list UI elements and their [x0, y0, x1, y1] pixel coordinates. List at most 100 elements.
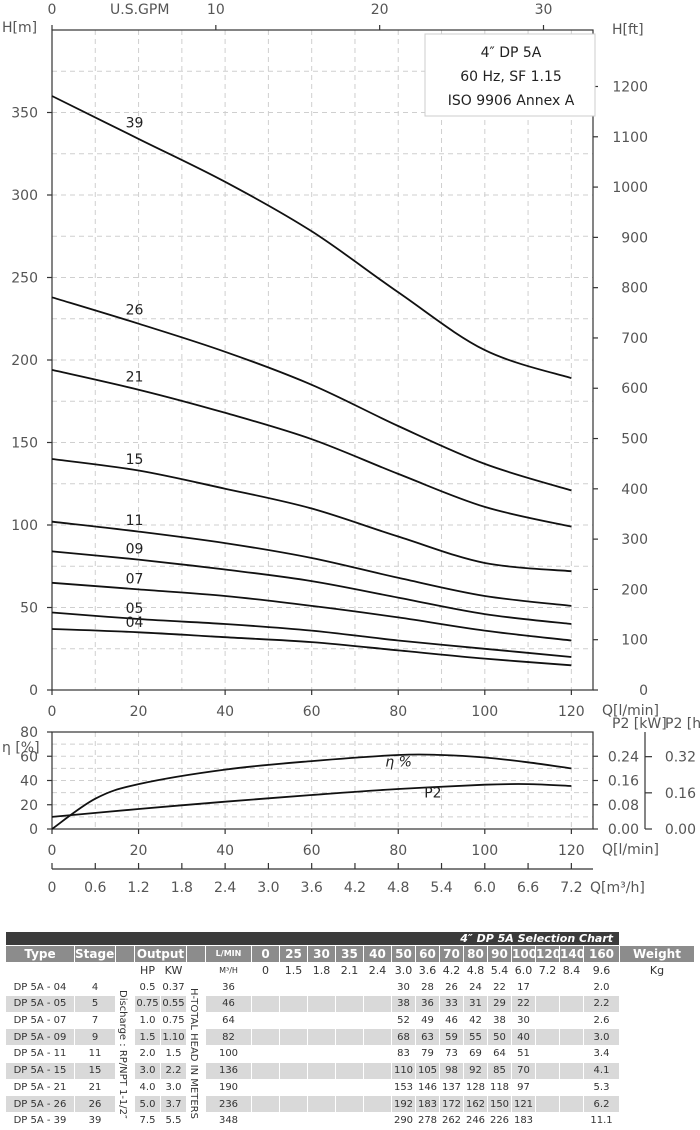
col-header-output: Output — [134, 945, 187, 963]
cell-head — [363, 978, 392, 997]
cell-head — [251, 1061, 280, 1080]
head-ft-tick-label: 300 — [621, 532, 648, 548]
cell-head: 26 — [439, 978, 464, 997]
cell-head: 38 — [487, 1011, 512, 1030]
col-header-flow-m3h: 7.2 — [535, 961, 560, 980]
col-header-type: Type — [5, 945, 75, 963]
m3h-tick-label: 6.6 — [517, 880, 539, 896]
cell-weight: 3.0 — [582, 1028, 621, 1047]
cell-head — [535, 1111, 560, 1130]
cell-head: 40 — [511, 1028, 536, 1047]
head-ft-axis-title: H[ft] — [612, 22, 644, 38]
p2-kw-tick-label: 0.00 — [608, 822, 639, 838]
eff-q-tick-label: 100 — [471, 843, 498, 859]
head-curve-15 — [51, 458, 572, 573]
table-row: DP 5A - 05 5 0.75 0.55 46 38 36 33 31 29 22 2.2 — [5, 995, 695, 1013]
head-ft-tick-label: 400 — [621, 482, 648, 498]
head-curve-label: 09 — [126, 541, 144, 557]
head-q-tick-label: 20 — [130, 704, 148, 720]
cell-head: 51 — [511, 1045, 536, 1063]
cell-head — [559, 978, 584, 997]
head-q-tick-label: 40 — [216, 704, 234, 720]
chart-title-line-1: 4″ DP 5A — [481, 45, 542, 61]
col-header-flow-lmin: 100 — [511, 945, 536, 963]
head-curve-label: 04 — [126, 615, 144, 631]
cell-head: 146 — [415, 1078, 440, 1097]
head-curve-label: 11 — [126, 513, 144, 529]
cell-head-0: 348 — [205, 1111, 252, 1130]
m3h-tick-label: 4.2 — [344, 880, 366, 896]
cell-head — [335, 1061, 364, 1080]
cell-stages: 9 — [74, 1028, 116, 1047]
head-ft-tick-label: 1000 — [612, 180, 648, 196]
m3h-tick-label: 7.2 — [560, 880, 582, 896]
cell-head: 29 — [487, 995, 512, 1013]
col-header-flow-lmin: 30 — [307, 945, 336, 963]
cell-head-0: 136 — [205, 1061, 252, 1080]
p2-hp-tick-label: 0.32 — [665, 750, 696, 766]
cell-weight: 3.4 — [582, 1045, 621, 1063]
cell-head: 262 — [439, 1111, 464, 1130]
cell-head — [251, 1011, 280, 1030]
cell-head — [307, 995, 336, 1013]
cell-head-0: 190 — [205, 1078, 252, 1097]
cell-head: 30 — [511, 1011, 536, 1030]
cell-hp: 1.0 — [134, 1011, 161, 1030]
m3h-tick-label: 0 — [48, 880, 57, 896]
cell-hp: 0.5 — [134, 978, 161, 997]
m3h-tick-label: 5.4 — [430, 880, 452, 896]
col-header-kg: Kg — [619, 961, 695, 980]
head-ft-tick-label: 100 — [621, 633, 648, 649]
eff-q-tick-label: 20 — [130, 843, 148, 859]
head-ft-tick-label: 1200 — [612, 79, 648, 95]
cell-head: 49 — [415, 1011, 440, 1030]
cell-stages: 5 — [74, 995, 116, 1013]
head-curve-label: 07 — [126, 571, 144, 587]
cell-weight: 11.1 — [582, 1111, 621, 1130]
head-q-tick-label: 100 — [471, 704, 498, 720]
eff-q-tick-label: 0 — [48, 843, 57, 859]
cell-head — [559, 1061, 584, 1080]
head-curve-label: 39 — [126, 115, 144, 131]
gpm-axis-title: U.S.GPM — [110, 2, 169, 18]
head-ft-tick-label: 200 — [621, 582, 648, 598]
gpm-tick-label: 10 — [207, 2, 225, 18]
eff-q-tick-label: 40 — [216, 843, 234, 859]
cell-head — [363, 1095, 392, 1113]
cell-head: 59 — [439, 1028, 464, 1047]
col-header-flow-m3h: 4.2 — [439, 961, 464, 980]
cell-head: 83 — [391, 1045, 416, 1063]
head-ft-tick-label: 700 — [621, 331, 648, 347]
head-curve-04 — [51, 628, 572, 667]
eff-q-tick-label: 60 — [303, 843, 321, 859]
cell-head — [307, 1078, 336, 1097]
cell-head: 38 — [391, 995, 416, 1013]
cell-head — [251, 1028, 280, 1047]
cell-head — [251, 1111, 280, 1130]
cell-kw: 0.75 — [160, 1011, 187, 1030]
cell-head: 183 — [415, 1095, 440, 1113]
cell-weight: 4.1 — [582, 1061, 621, 1080]
col-header-flow-lmin: 0 — [251, 945, 280, 963]
chart-title-line-2: 60 Hz, SF 1.15 — [460, 69, 562, 85]
cell-head — [335, 995, 364, 1013]
cell-head — [535, 1011, 560, 1030]
cell-head: 70 — [511, 1061, 536, 1080]
cell-stages: 7 — [74, 1011, 116, 1030]
p2-kw-tick-label: 0.16 — [608, 774, 639, 790]
cell-head — [559, 1078, 584, 1097]
head-curve-11 — [51, 520, 572, 607]
cell-head — [363, 1045, 392, 1063]
cell-hp: 1.5 — [134, 1028, 161, 1047]
cell-kw: 1.5 — [160, 1045, 187, 1063]
p2-kw-tick-label: 0.08 — [608, 798, 639, 814]
cell-head: 17 — [511, 978, 536, 997]
cell-head: 79 — [415, 1045, 440, 1063]
cell-head: 85 — [487, 1061, 512, 1080]
cell-head — [279, 1011, 308, 1030]
cell-type: DP 5A - 07 — [5, 1011, 75, 1030]
cell-type: DP 5A - 05 — [5, 995, 75, 1013]
cell-weight: 6.2 — [582, 1095, 621, 1113]
cell-head: 33 — [439, 995, 464, 1013]
eff-q-axis-title: Q[l/min] — [602, 842, 659, 858]
